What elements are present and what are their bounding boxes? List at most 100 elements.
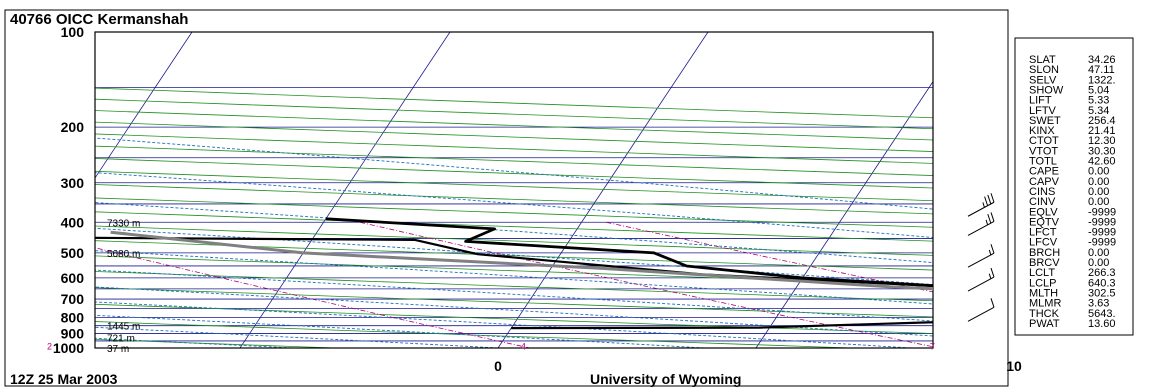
sounding-traces: [95, 217, 933, 330]
index-name: EQTV: [1029, 216, 1060, 228]
mixing-ratio-line: [0, 222, 55, 348]
isotherm-line: [95, 32, 193, 179]
background-grid: [0, 32, 933, 348]
index-value: 266.3: [1088, 267, 1116, 279]
index-name: CAPV: [1029, 176, 1060, 188]
mixing-ratio-label: 7: [930, 342, 935, 352]
isotherm-line: [497, 32, 709, 348]
index-value: 5.33: [1088, 95, 1109, 107]
plot-frame: [4, 9, 1009, 387]
index-name: MLMR: [1029, 298, 1061, 310]
dry-adiabat-line: [95, 170, 933, 202]
index-name: LIFT: [1029, 95, 1052, 107]
chart-title: 40766 OICC Kermanshah: [10, 11, 188, 28]
pressure-tick-label: 900: [61, 326, 85, 342]
index-name: TOTL: [1029, 156, 1057, 168]
index-value: 0.00: [1088, 166, 1109, 178]
mixing-ratio-label: 4: [521, 342, 526, 352]
dry-adiabat-line: [95, 87, 933, 119]
mixing-ratio-line: [95, 247, 530, 348]
height-label: 37 m: [107, 344, 129, 355]
index-name: THCK: [1029, 308, 1060, 320]
index-value: 5.34: [1088, 105, 1109, 117]
index-value: 42.60: [1088, 156, 1116, 168]
dry-adiabat-line: [95, 240, 933, 271]
index-value: -9999: [1088, 237, 1116, 249]
index-value: 34.26: [1088, 54, 1116, 66]
mixing-ratio-labels: 0.412471016243240g/kg: [47, 342, 935, 352]
pressure-tick-label: 600: [61, 270, 85, 286]
index-name: LCLP: [1029, 277, 1057, 289]
index-name: LFCT: [1029, 227, 1057, 239]
wind-barb: [967, 193, 995, 217]
index-name: MLTH: [1029, 287, 1058, 299]
time-label: 12Z 25 Mar 2003: [10, 371, 118, 387]
pressure-tick-label: 200: [61, 119, 85, 135]
temperature-axis: -40-30-20-10010203040: [494, 358, 1022, 374]
height-label: 7330 m: [107, 218, 140, 229]
index-value: 5643.: [1088, 308, 1116, 320]
isotherm-line: [755, 80, 933, 348]
dry-adiabat-line: [95, 145, 933, 176]
index-name: VTOT: [1029, 145, 1058, 157]
index-value: 256.4: [1088, 115, 1116, 127]
index-value: 21.41: [1088, 125, 1116, 137]
index-value: 30.30: [1088, 145, 1116, 157]
dry-adiabat-line: [95, 225, 933, 256]
index-name: LCLT: [1029, 267, 1055, 279]
index-name: KINX: [1029, 125, 1055, 137]
index-value: 302.5: [1088, 287, 1116, 299]
index-value: 3.63: [1088, 298, 1109, 310]
index-name: LFTV: [1029, 105, 1057, 117]
source-label: University of Wyoming: [590, 371, 741, 387]
dry-adiabat-line: [95, 271, 933, 302]
pressure-tick-label: 300: [61, 175, 85, 191]
index-value: 5.04: [1088, 84, 1109, 96]
wind-barbs: [967, 193, 995, 322]
index-name: SLON: [1029, 64, 1059, 76]
moist-adiabat-line: [95, 137, 933, 210]
index-value: 640.3: [1088, 277, 1116, 289]
plot-area-border: [94, 31, 934, 349]
moist-adiabat-line: [95, 314, 705, 348]
dry-adiabat-line: [95, 321, 852, 348]
index-value: 0.00: [1088, 247, 1109, 259]
height-label: 5680 m: [107, 249, 140, 260]
index-name: EQLV: [1029, 206, 1058, 218]
pressure-tick-label: 400: [61, 214, 85, 230]
moist-adiabat-line: [95, 269, 933, 322]
pressure-tick-label: 700: [61, 291, 85, 307]
index-value: 12.30: [1088, 135, 1116, 147]
index-name: PWAT: [1029, 318, 1060, 330]
index-name: CAPE: [1029, 166, 1059, 178]
index-value: 0.00: [1088, 176, 1109, 188]
wind-barb: [967, 298, 995, 322]
index-name: CINV: [1029, 196, 1056, 208]
dewpoint-trace: [95, 236, 933, 330]
moist-adiabat-line: [95, 326, 499, 348]
dry-adiabat-line: [95, 184, 933, 215]
dry-adiabat-line: [95, 121, 933, 152]
index-value: 0.00: [1088, 196, 1109, 208]
parcel-trace: [110, 230, 933, 291]
index-value: 47.11: [1088, 64, 1115, 76]
isotherm-line: [239, 32, 451, 348]
pressure-tick-label: 100: [61, 24, 85, 40]
height-label: 721 m: [107, 333, 135, 344]
pressure-tick-label: 500: [61, 245, 85, 261]
index-name: CTOT: [1029, 135, 1059, 147]
wind-barb: [967, 212, 995, 236]
dry-adiabat-line: [95, 197, 933, 228]
index-value: -9999: [1088, 216, 1116, 228]
index-value: 13.60: [1088, 318, 1116, 330]
indices-panel: [1014, 37, 1134, 336]
wind-barb: [967, 244, 995, 268]
dry-adiabat-line: [95, 287, 933, 318]
index-value: 0.00: [1088, 186, 1109, 198]
dry-adiabat-line: [95, 339, 336, 348]
index-name: BRCH: [1029, 247, 1060, 259]
index-name: SLAT: [1029, 54, 1056, 66]
index-value: -9999: [1088, 227, 1116, 239]
